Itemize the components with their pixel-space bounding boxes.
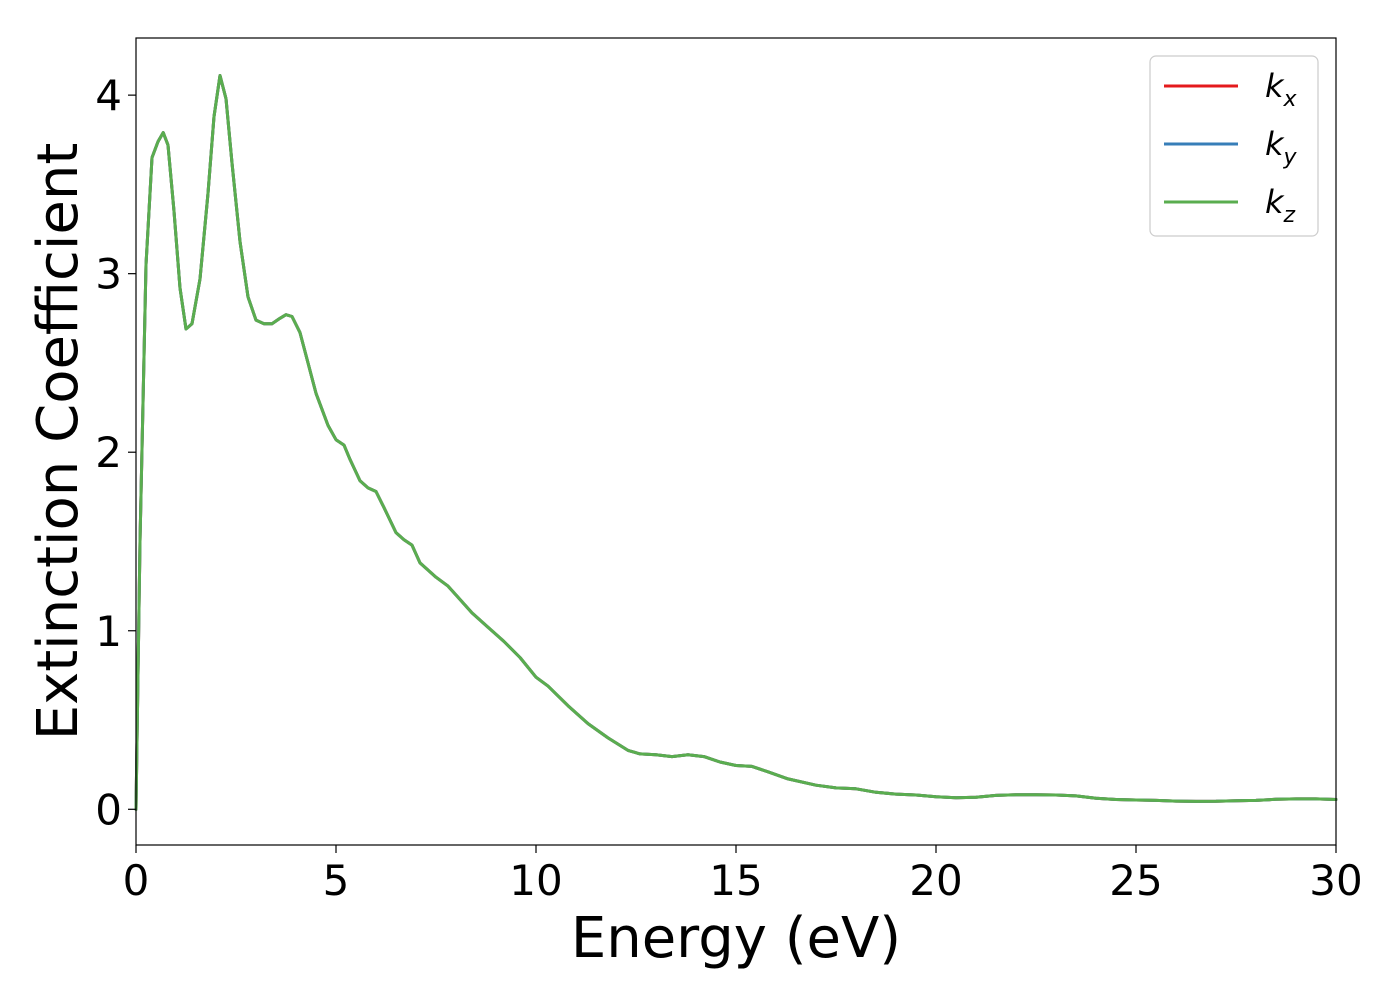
x-tick-label: 10 <box>509 856 562 905</box>
legend-label-base: k <box>1265 67 1285 105</box>
legend-label-subscript: z <box>1283 203 1296 228</box>
y-axis: 0 1 2 3 4 <box>95 71 136 834</box>
x-tick-label: 15 <box>709 856 762 905</box>
legend-label-base: k <box>1265 183 1285 221</box>
y-tick-label: 2 <box>95 428 122 477</box>
x-axis: 0 5 10 15 20 25 30 <box>123 845 1363 905</box>
series-layer <box>134 74 1338 811</box>
y-axis-label: Extinction Coefficient <box>26 143 91 741</box>
series-line-z <box>134 74 1338 811</box>
x-tick-label: 0 <box>123 856 150 905</box>
x-tick-label: 20 <box>909 856 962 905</box>
y-tick-label: 3 <box>95 250 122 299</box>
y-tick-label: 4 <box>95 71 122 120</box>
legend-label-x: kx <box>1265 67 1298 112</box>
x-axis-label: Energy (eV) <box>571 906 901 971</box>
x-tick-label: 30 <box>1309 856 1362 905</box>
legend-box <box>1149 55 1319 237</box>
x-tick-label: 25 <box>1109 856 1162 905</box>
x-tick-label: 5 <box>323 856 350 905</box>
legend-label-subscript: y <box>1283 145 1298 170</box>
legend-label-z: kz <box>1265 183 1296 228</box>
y-tick-label: 1 <box>95 607 122 656</box>
legend-label-y: ky <box>1265 125 1298 170</box>
y-tick-label: 0 <box>95 785 122 834</box>
legend-label-base: k <box>1265 125 1285 163</box>
legend-label-subscript: x <box>1283 87 1298 112</box>
